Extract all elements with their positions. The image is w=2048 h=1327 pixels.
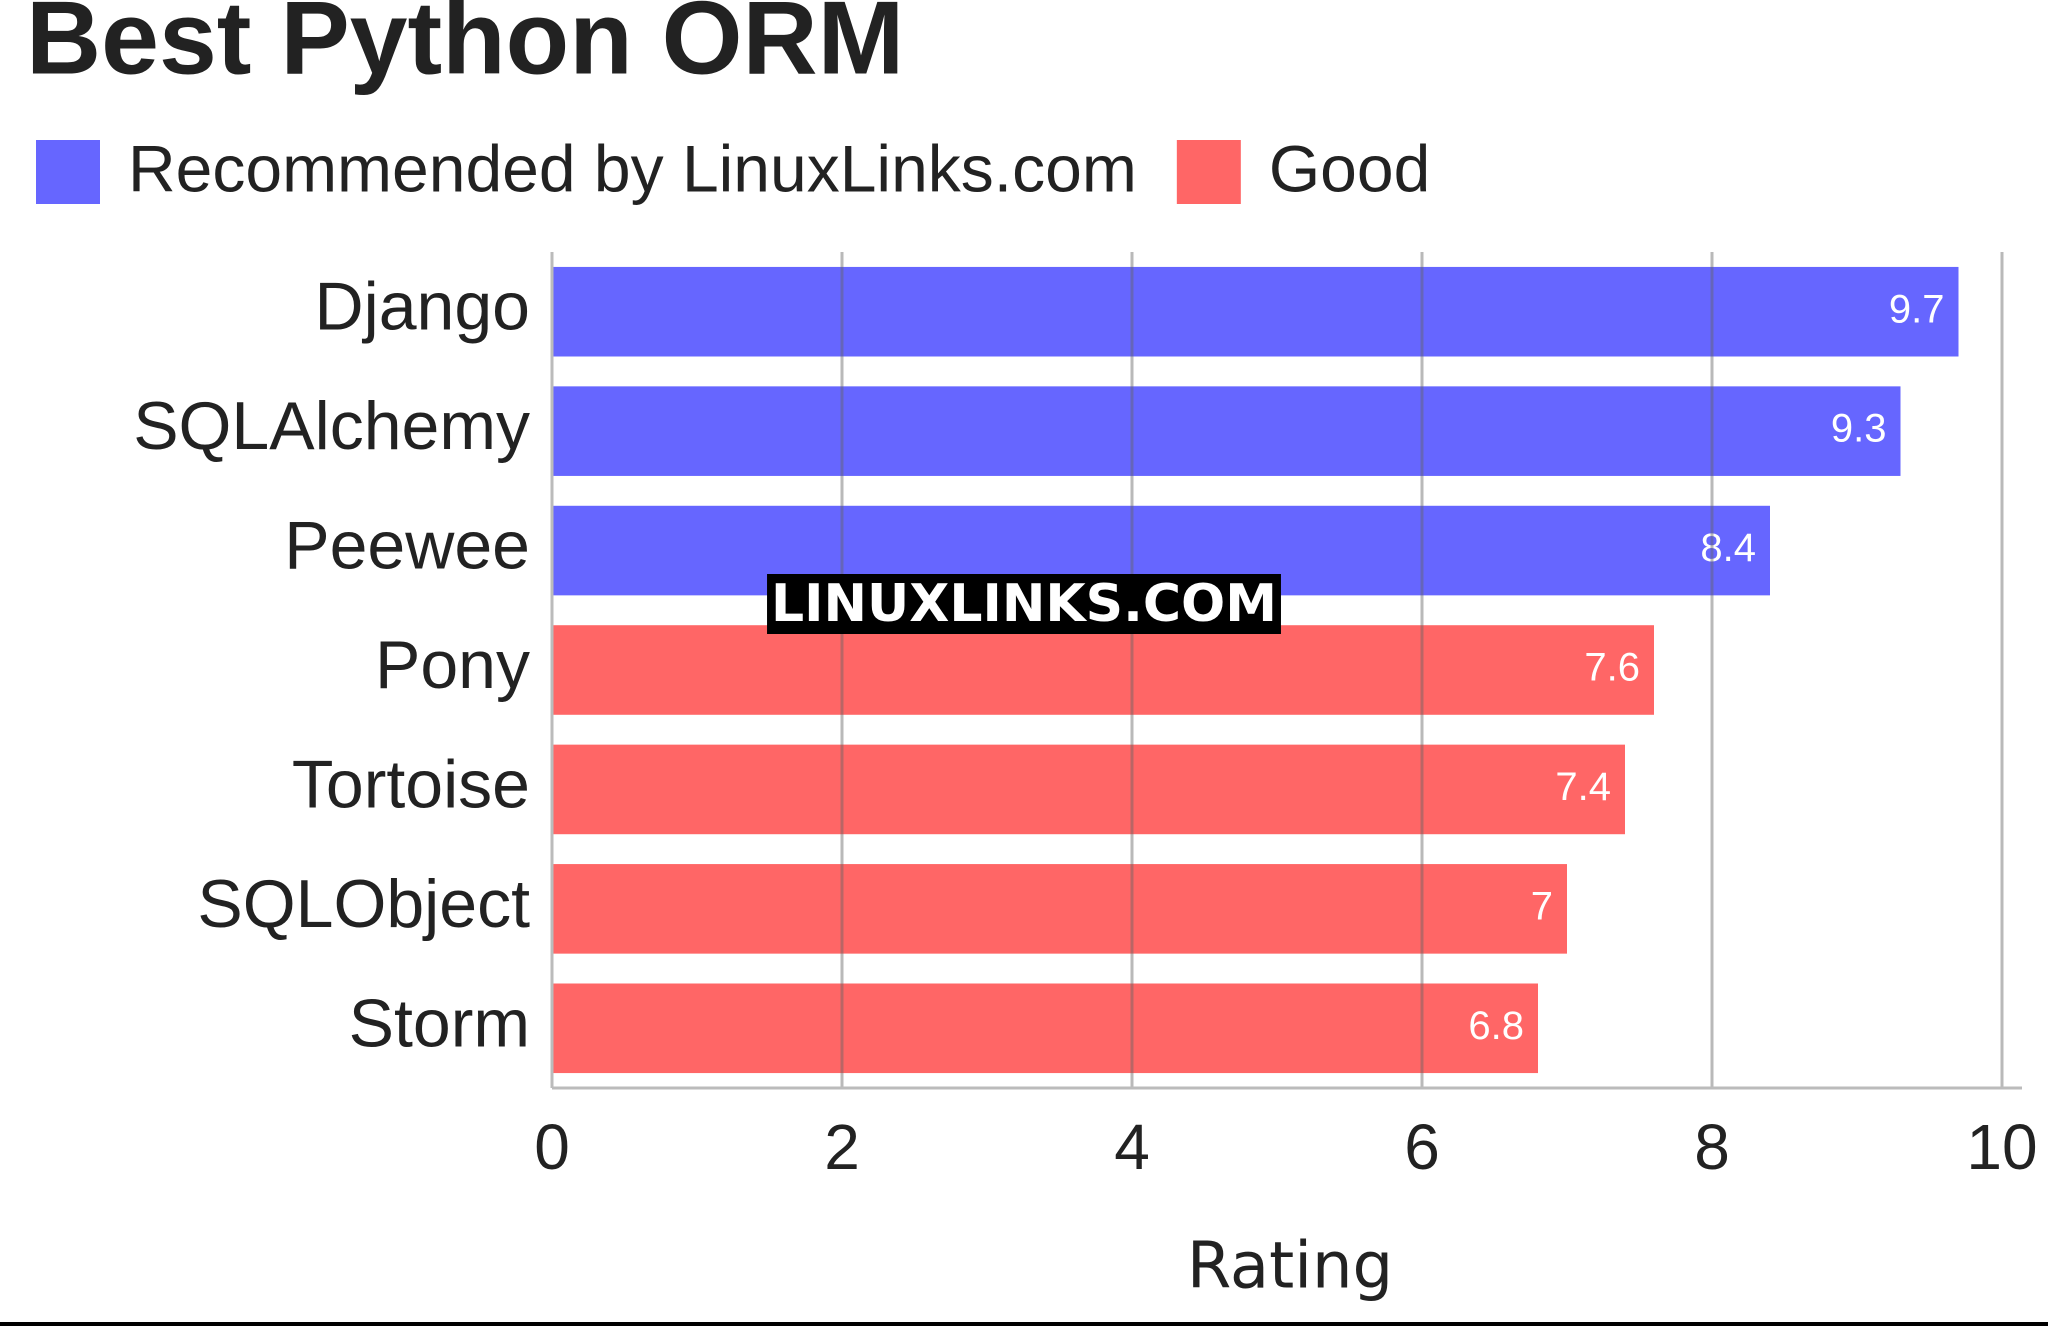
y-tick-label: SQLObject [197, 866, 530, 942]
legend-swatch [36, 140, 100, 204]
bar [552, 744, 1625, 835]
x-tick-label: 6 [1404, 1111, 1440, 1183]
bar [552, 864, 1567, 954]
y-tick-label: Peewee [284, 508, 530, 584]
x-tick-label: 0 [534, 1111, 570, 1183]
legend-label: Good [1269, 131, 1430, 205]
value-label: 7.6 [1584, 646, 1640, 690]
value-label: 9.3 [1831, 407, 1887, 451]
value-label: 7.4 [1555, 765, 1611, 809]
y-tick-label: Storm [349, 985, 530, 1061]
watermark-bg [767, 574, 1281, 634]
value-label: 8.4 [1700, 526, 1756, 570]
value-label: 9.7 [1889, 287, 1945, 331]
bar [552, 266, 1959, 357]
x-tick-label: 10 [1966, 1111, 2037, 1183]
chart-title: Best Python ORM [26, 0, 904, 96]
x-tick-label: 8 [1694, 1111, 1730, 1183]
watermark: LINUXLINKS.COM [771, 574, 1277, 634]
y-tick-label: Pony [375, 627, 530, 703]
y-tick-label: Tortoise [292, 746, 530, 822]
x-tick-label: 2 [824, 1111, 860, 1183]
bar [552, 386, 1901, 476]
x-axis-label: Rating [1187, 1230, 1393, 1304]
bar [552, 625, 1654, 715]
value-label: 6.8 [1468, 1004, 1524, 1048]
value-label: 7 [1531, 884, 1553, 928]
legend-swatch [1176, 140, 1241, 204]
legend-label: Recommended by LinuxLinks.com [128, 131, 1137, 205]
x-tick-label: 4 [1114, 1111, 1150, 1183]
y-tick-label: Django [315, 269, 531, 345]
y-tick-label: SQLAlchemy [133, 388, 530, 464]
bar [552, 983, 1538, 1074]
